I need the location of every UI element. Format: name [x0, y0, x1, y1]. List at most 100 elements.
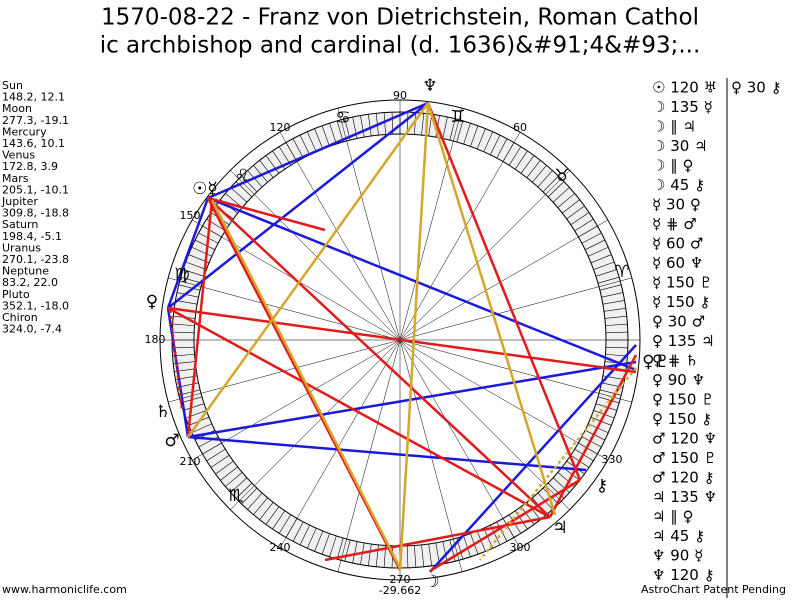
sign-glyph: ♌ — [234, 166, 249, 186]
degree-label: 90 — [393, 89, 407, 102]
planet-name: Saturn — [2, 218, 38, 231]
title-line: ic archbishop and cardinal (d. 1636)&#91… — [100, 33, 701, 59]
ring-tick — [520, 155, 535, 174]
ring-tick — [526, 160, 541, 178]
ring-tick — [421, 544, 425, 567]
radial-line — [399, 170, 570, 341]
ring-tick — [241, 175, 258, 193]
aspect-row: ♀ 90 ♆ — [652, 371, 705, 389]
planet-glyph: ♀ — [146, 292, 158, 312]
ring-tick — [414, 112, 417, 135]
planet-name: Mercury — [2, 125, 47, 138]
ring-tick — [595, 269, 617, 277]
planet-position: 270.1, -23.8 — [2, 253, 69, 266]
radial-line — [399, 132, 521, 341]
ring-tick — [235, 482, 253, 499]
degree-label: 180 — [145, 333, 166, 346]
ring-tick — [344, 539, 351, 562]
ring-tick — [428, 543, 433, 566]
ring-tick — [292, 521, 304, 542]
sign-glyph: ♊ — [450, 107, 465, 127]
ring-tick — [542, 175, 559, 193]
aspect-row: ♃ ∥ ♀ — [652, 508, 693, 526]
ring-tick — [299, 525, 310, 546]
center-label: -29.662 — [379, 584, 421, 597]
planet-position: 172.8, 3.9 — [2, 160, 58, 173]
planet-position: 143.6, 10.1 — [2, 137, 65, 150]
aspect-row: ♂ 150 ♇ — [652, 449, 717, 467]
sign-glyph: ♋ — [335, 108, 350, 128]
ring-tick — [470, 125, 479, 147]
radial-line — [399, 339, 521, 548]
title-line: 1570-08-22 - Franz von Dietrichstein, Ro… — [101, 5, 699, 31]
radial-line — [399, 339, 632, 403]
ring-tick — [514, 150, 528, 170]
ring-tick — [230, 477, 248, 493]
ring-tick — [178, 284, 201, 291]
ring-tick — [225, 193, 243, 208]
ring-tick — [593, 261, 615, 270]
degree-label: 60 — [513, 121, 527, 134]
ring-tick — [574, 218, 594, 232]
planet-name: Chiron — [2, 311, 38, 324]
planet-name: Moon — [2, 102, 32, 115]
ring-tick — [449, 118, 456, 141]
ring-tick — [532, 165, 547, 183]
ring-tick — [463, 535, 471, 557]
ring-tick — [599, 389, 622, 396]
planet-name: Uranus — [2, 241, 41, 254]
ring-tick — [442, 116, 448, 139]
footer-left: www.harmoniclife.com — [2, 583, 127, 596]
ring-tick — [259, 502, 274, 520]
ring-tick — [602, 300, 625, 305]
aspect-row: ☉ 120 ♅ — [652, 79, 717, 97]
ring-tick — [185, 261, 207, 270]
planet-name: Venus — [2, 149, 35, 162]
planet-name: Jupiter — [1, 195, 38, 208]
radial-line — [192, 339, 401, 461]
ring-tick — [175, 300, 198, 305]
ring-tick — [483, 131, 494, 152]
aspect-row: ☿ 150 ♇ — [652, 274, 713, 292]
ring-tick — [306, 528, 317, 549]
ring-tick — [442, 541, 448, 564]
radial-line — [399, 339, 608, 461]
ring-tick — [172, 346, 195, 349]
ring-tick — [314, 128, 324, 150]
planet-name: Pluto — [2, 288, 30, 301]
ring-tick — [306, 131, 317, 152]
aspect-row: ♂ 120 ♆ — [652, 430, 717, 448]
ring-tick — [272, 510, 286, 530]
planet-glyph: ⚷ — [596, 476, 608, 496]
aspect-row: ☽ 30 ♃ — [652, 137, 708, 155]
ring-tick — [247, 492, 263, 510]
ring-tick — [336, 537, 344, 560]
aspect-row: ♃ 45 ⚷ — [652, 527, 705, 545]
planet-position: 83.2, 22.0 — [2, 276, 58, 289]
ring-tick — [375, 544, 379, 567]
ring-tick — [463, 123, 471, 145]
planet-position: 277.3, -19.1 — [2, 114, 69, 127]
ring-tick — [225, 472, 243, 487]
radial-line — [399, 219, 608, 341]
ring-tick — [605, 323, 628, 326]
ring-tick — [253, 165, 268, 183]
ring-tick — [194, 239, 215, 250]
planet-glyph: ☉☿ — [192, 179, 218, 199]
ring-tick — [172, 323, 195, 326]
ring-tick — [183, 403, 205, 411]
sign-glyph: ♍ — [174, 265, 189, 285]
degree-label: 270 — [390, 573, 411, 586]
ring-tick — [360, 115, 365, 138]
ring-tick — [383, 112, 386, 135]
ring-tick — [367, 114, 372, 137]
ring-tick — [265, 155, 280, 174]
radial-line — [230, 339, 401, 510]
ring-tick — [321, 533, 330, 555]
ring-tick — [552, 187, 570, 203]
aspect-row: ☽ 135 ☿ — [652, 98, 713, 116]
ring-tick — [183, 269, 205, 277]
ring-tick — [230, 187, 248, 203]
sign-glyph: ♈ — [614, 262, 629, 282]
